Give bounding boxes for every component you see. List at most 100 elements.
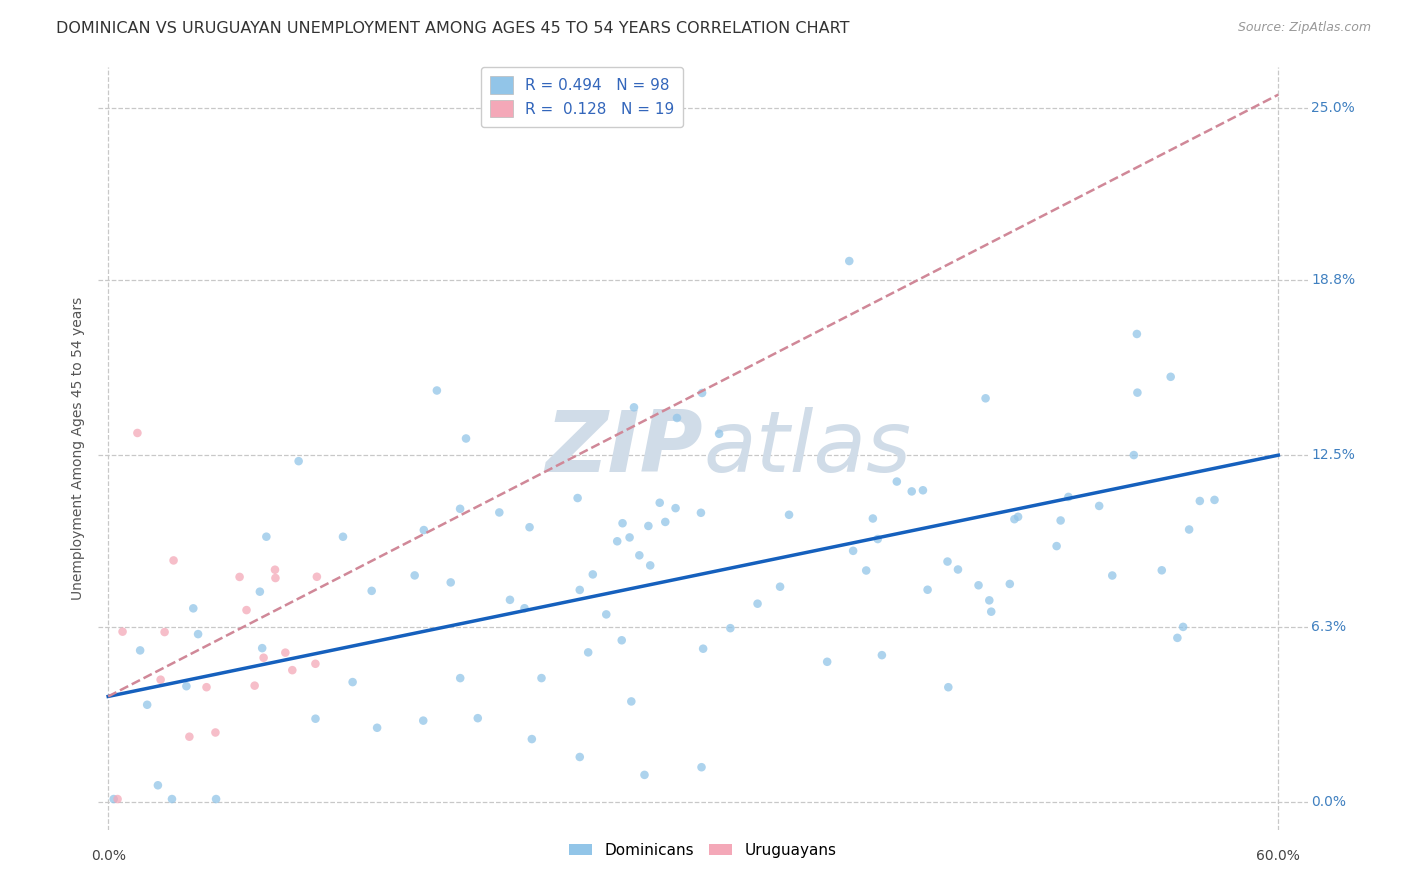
Point	[567, 491, 589, 505]
Point	[228, 570, 250, 584]
Point	[149, 673, 172, 687]
Point	[606, 534, 628, 549]
Point	[1049, 513, 1071, 527]
Point	[204, 725, 226, 739]
Point	[287, 454, 309, 468]
Point	[1160, 369, 1182, 384]
Point	[815, 655, 838, 669]
Text: Source: ZipAtlas.com: Source: ZipAtlas.com	[1237, 21, 1371, 34]
Text: 18.8%: 18.8%	[1312, 274, 1355, 287]
Point	[243, 679, 266, 693]
Point	[412, 523, 434, 537]
Point	[1171, 620, 1194, 634]
Point	[426, 384, 449, 398]
Text: 0.0%: 0.0%	[1312, 795, 1346, 809]
Point	[936, 680, 959, 694]
Point	[1046, 539, 1069, 553]
Point	[1126, 326, 1149, 341]
Point	[1088, 499, 1111, 513]
Point	[886, 475, 908, 489]
Point	[107, 792, 129, 806]
Point	[530, 671, 553, 685]
Point	[342, 675, 364, 690]
Point	[467, 711, 489, 725]
Text: 0.0%: 0.0%	[90, 848, 125, 863]
Point	[519, 520, 541, 534]
Point	[162, 553, 184, 567]
Point	[136, 698, 159, 712]
Point	[454, 432, 477, 446]
Point	[440, 575, 463, 590]
Point	[153, 625, 176, 640]
Point	[612, 516, 634, 531]
Point	[305, 570, 328, 584]
Point	[628, 549, 651, 563]
Point	[176, 679, 198, 693]
Point	[235, 603, 257, 617]
Point	[252, 650, 274, 665]
Point	[129, 643, 152, 657]
Point	[855, 564, 877, 578]
Point	[360, 583, 382, 598]
Point	[1002, 512, 1025, 526]
Point	[917, 582, 939, 597]
Point	[404, 568, 426, 582]
Point	[595, 607, 617, 622]
Point	[1101, 568, 1123, 582]
Point	[769, 580, 792, 594]
Point	[520, 732, 543, 747]
Point	[838, 254, 860, 268]
Point	[179, 730, 201, 744]
Point	[974, 392, 997, 406]
Text: DOMINICAN VS URUGUAYAN UNEMPLOYMENT AMONG AGES 45 TO 54 YEARS CORRELATION CHART: DOMINICAN VS URUGUAYAN UNEMPLOYMENT AMON…	[56, 21, 849, 36]
Point	[654, 515, 676, 529]
Point	[103, 792, 125, 806]
Text: 25.0%: 25.0%	[1312, 102, 1355, 115]
Point	[499, 592, 522, 607]
Point	[1150, 563, 1173, 577]
Text: atlas: atlas	[703, 407, 911, 490]
Point	[665, 411, 688, 425]
Point	[264, 563, 287, 577]
Point	[690, 506, 713, 520]
Point	[146, 778, 169, 792]
Point	[620, 694, 643, 708]
Point	[648, 496, 671, 510]
Text: 12.5%: 12.5%	[1312, 448, 1355, 462]
Point	[1204, 492, 1226, 507]
Point	[366, 721, 388, 735]
Point	[1122, 448, 1144, 462]
Text: 6.3%: 6.3%	[1312, 620, 1347, 634]
Point	[205, 792, 228, 806]
Point	[160, 792, 183, 806]
Point	[449, 671, 471, 685]
Y-axis label: Unemployment Among Ages 45 to 54 years: Unemployment Among Ages 45 to 54 years	[70, 297, 84, 599]
Point	[980, 605, 1002, 619]
Point	[568, 750, 591, 764]
Point	[249, 584, 271, 599]
Point	[690, 760, 713, 774]
Point	[1166, 631, 1188, 645]
Point	[254, 530, 277, 544]
Point	[264, 571, 287, 585]
Point	[936, 555, 959, 569]
Point	[623, 401, 645, 415]
Point	[946, 562, 969, 576]
Point	[412, 714, 434, 728]
Point	[692, 641, 714, 656]
Point	[250, 641, 273, 656]
Point	[619, 531, 641, 545]
Point	[304, 712, 326, 726]
Point	[281, 663, 304, 677]
Point	[195, 680, 218, 694]
Legend: Dominicans, Uruguayans: Dominicans, Uruguayans	[564, 837, 842, 863]
Point	[866, 532, 889, 546]
Point	[637, 519, 659, 533]
Point	[1126, 385, 1149, 400]
Text: 60.0%: 60.0%	[1257, 848, 1301, 863]
Point	[747, 597, 769, 611]
Point	[488, 505, 510, 519]
Point	[998, 577, 1021, 591]
Point	[707, 426, 730, 441]
Point	[690, 386, 713, 401]
